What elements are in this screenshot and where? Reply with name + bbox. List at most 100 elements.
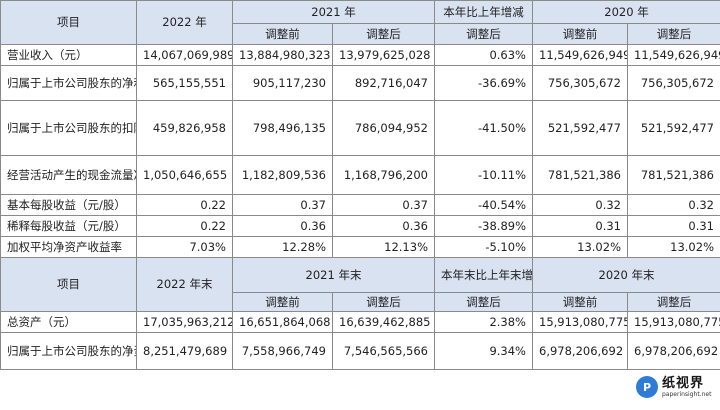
cell-2020-after: 11,549,626,949 <box>627 44 720 66</box>
cell-2020-before: 11,549,626,949 <box>532 44 628 66</box>
cell-2020-after: 6,978,206,692 <box>627 332 720 370</box>
cell-change: -36.69% <box>434 65 533 101</box>
header-2021-after: 调整后 <box>332 23 435 45</box>
header-2020-after: 调整后 <box>627 23 720 45</box>
row-label: 基本每股收益（元/股） <box>0 194 137 216</box>
header-item: 项目 <box>0 0 137 45</box>
cell-2021-after: 13,979,625,028 <box>332 44 435 66</box>
header-row-year: 项目 2022 年 2021 年 本年比上年增减 2020 年 <box>0 0 720 45</box>
table-row: 归属于上市公司股东的净资产（元） 8,251,479,689 7,558,966… <box>0 332 720 370</box>
watermark: P 纸视界 paperinsight.net <box>636 370 716 404</box>
row-label: 加权平均净资产收益率 <box>0 236 137 258</box>
header-2022: 2022 年 <box>136 0 233 45</box>
header-2021-before-2: 调整前 <box>232 292 333 312</box>
cell-2020-after: 521,592,477 <box>627 100 720 156</box>
watermark-url: paperinsight.net <box>662 390 712 398</box>
row-label: 归属于上市公司股东的扣除非经常性损益的净利润（元） <box>0 100 137 156</box>
header-2022-end: 2022 年末 <box>136 257 233 312</box>
cell-2021-before: 0.36 <box>232 215 333 237</box>
header-change-after: 调整后 <box>434 23 533 45</box>
cell-2020-before: 521,592,477 <box>532 100 628 156</box>
cell-2022: 565,155,551 <box>136 65 233 101</box>
table-row: 总资产（元） 17,035,963,212 16,651,864,068 16,… <box>0 311 720 333</box>
cell-change: -38.89% <box>434 215 533 237</box>
row-label: 营业收入（元） <box>0 44 137 66</box>
table-row: 营业收入（元） 14,067,069,989 13,884,980,323 13… <box>0 44 720 66</box>
cell-2021-before: 905,117,230 <box>232 65 333 101</box>
header-2020-end: 2020 年末 <box>532 257 720 293</box>
cell-2020-before: 781,521,386 <box>532 155 628 195</box>
cell-2020-before: 6,978,206,692 <box>532 332 628 370</box>
header-row-adjust: 调整前 调整后 调整后 调整前 调整后 <box>1 23 720 45</box>
paperinsight-logo-icon: P <box>636 376 658 398</box>
cell-change: -5.10% <box>434 236 533 258</box>
cell-2020-before: 0.32 <box>532 194 628 216</box>
header-2020-after-2: 调整后 <box>627 292 720 312</box>
cell-2020-before: 13.02% <box>532 236 628 258</box>
watermark-name: 纸视界 <box>662 375 705 391</box>
cell-2021-after: 12.13% <box>332 236 435 258</box>
financial-table: 项目 2022 年 2021 年 本年比上年增减 2020 年 调整前 调整后 … <box>0 0 720 370</box>
cell-2022: 1,050,646,655 <box>136 155 233 195</box>
cell-2021-before: 798,496,135 <box>232 100 333 156</box>
cell-2020-before: 756,305,672 <box>532 65 628 101</box>
cell-2020-after: 781,521,386 <box>627 155 720 195</box>
header-change-after-2: 调整后 <box>434 292 533 312</box>
table-row: 经营活动产生的现金流量净额（元） 1,050,646,655 1,182,809… <box>0 155 720 195</box>
table-row: 稀释每股收益（元/股） 0.22 0.36 0.36 -38.89% 0.31 … <box>0 215 720 237</box>
cell-2022: 0.22 <box>136 194 233 216</box>
cell-2021-before: 12.28% <box>232 236 333 258</box>
header-2021-before: 调整前 <box>232 23 333 45</box>
header-2021-after-2: 调整后 <box>332 292 435 312</box>
cell-2021-after: 892,716,047 <box>332 65 435 101</box>
row-label: 稀释每股收益（元/股） <box>0 215 137 237</box>
cell-2020-after: 0.31 <box>627 215 720 237</box>
cell-2020-before: 0.31 <box>532 215 628 237</box>
cell-change: -40.54% <box>434 194 533 216</box>
header-change: 本年比上年增减 <box>434 0 533 24</box>
cell-2020-after: 0.32 <box>627 194 720 216</box>
cell-2022: 8,251,479,689 <box>136 332 233 370</box>
table-row: 加权平均净资产收益率 7.03% 12.28% 12.13% -5.10% 13… <box>0 236 720 258</box>
cell-2021-before: 16,651,864,068 <box>232 311 333 333</box>
cell-change: 2.38% <box>434 311 533 333</box>
row-label: 归属于上市公司股东的净资产（元） <box>0 332 137 370</box>
table-row: 归属于上市公司股东的扣除非经常性损益的净利润（元） 459,826,958 79… <box>0 100 720 156</box>
cell-change: -10.11% <box>434 155 533 195</box>
row-label: 归属于上市公司股东的净利润（元） <box>0 65 137 101</box>
cell-2021-after: 0.37 <box>332 194 435 216</box>
cell-2021-after: 7,546,565,566 <box>332 332 435 370</box>
cell-2022: 0.22 <box>136 215 233 237</box>
row-label: 经营活动产生的现金流量净额（元） <box>0 155 137 195</box>
cell-2022: 459,826,958 <box>136 100 233 156</box>
cell-2021-after: 786,094,952 <box>332 100 435 156</box>
header-2021: 2021 年 <box>232 0 435 24</box>
cell-2021-before: 1,182,809,536 <box>232 155 333 195</box>
cell-2020-before: 15,913,080,775 <box>532 311 628 333</box>
cell-2022: 7.03% <box>136 236 233 258</box>
cell-2021-before: 13,884,980,323 <box>232 44 333 66</box>
cell-2022: 14,067,069,989 <box>136 44 233 66</box>
cell-2020-after: 15,913,080,775 <box>627 311 720 333</box>
cell-2022: 17,035,963,212 <box>136 311 233 333</box>
header-2020: 2020 年 <box>532 0 720 24</box>
header-2020-before: 调整前 <box>532 23 628 45</box>
cell-2020-after: 13.02% <box>627 236 720 258</box>
table-row: 归属于上市公司股东的净利润（元） 565,155,551 905,117,230… <box>0 65 720 101</box>
header-2020-before-2: 调整前 <box>532 292 628 312</box>
cell-2021-after: 16,639,462,885 <box>332 311 435 333</box>
cell-2021-before: 7,558,966,749 <box>232 332 333 370</box>
cell-2021-after: 0.36 <box>332 215 435 237</box>
cell-change: 9.34% <box>434 332 533 370</box>
header-row-yearend: 项目 2022 年末 2021 年末 本年末比上年末增减 2020 年末 <box>0 257 720 312</box>
cell-2021-before: 0.37 <box>232 194 333 216</box>
header-change-end: 本年末比上年末增减 <box>434 257 533 293</box>
cell-2021-after: 1,168,796,200 <box>332 155 435 195</box>
table-row: 基本每股收益（元/股） 0.22 0.37 0.37 -40.54% 0.32 … <box>0 194 720 216</box>
row-label: 总资产（元） <box>0 311 137 333</box>
cell-change: 0.63% <box>434 44 533 66</box>
cell-change: -41.50% <box>434 100 533 156</box>
header-2021-end: 2021 年末 <box>232 257 435 293</box>
cell-2020-after: 756,305,672 <box>627 65 720 101</box>
header-item-2: 项目 <box>0 257 137 312</box>
